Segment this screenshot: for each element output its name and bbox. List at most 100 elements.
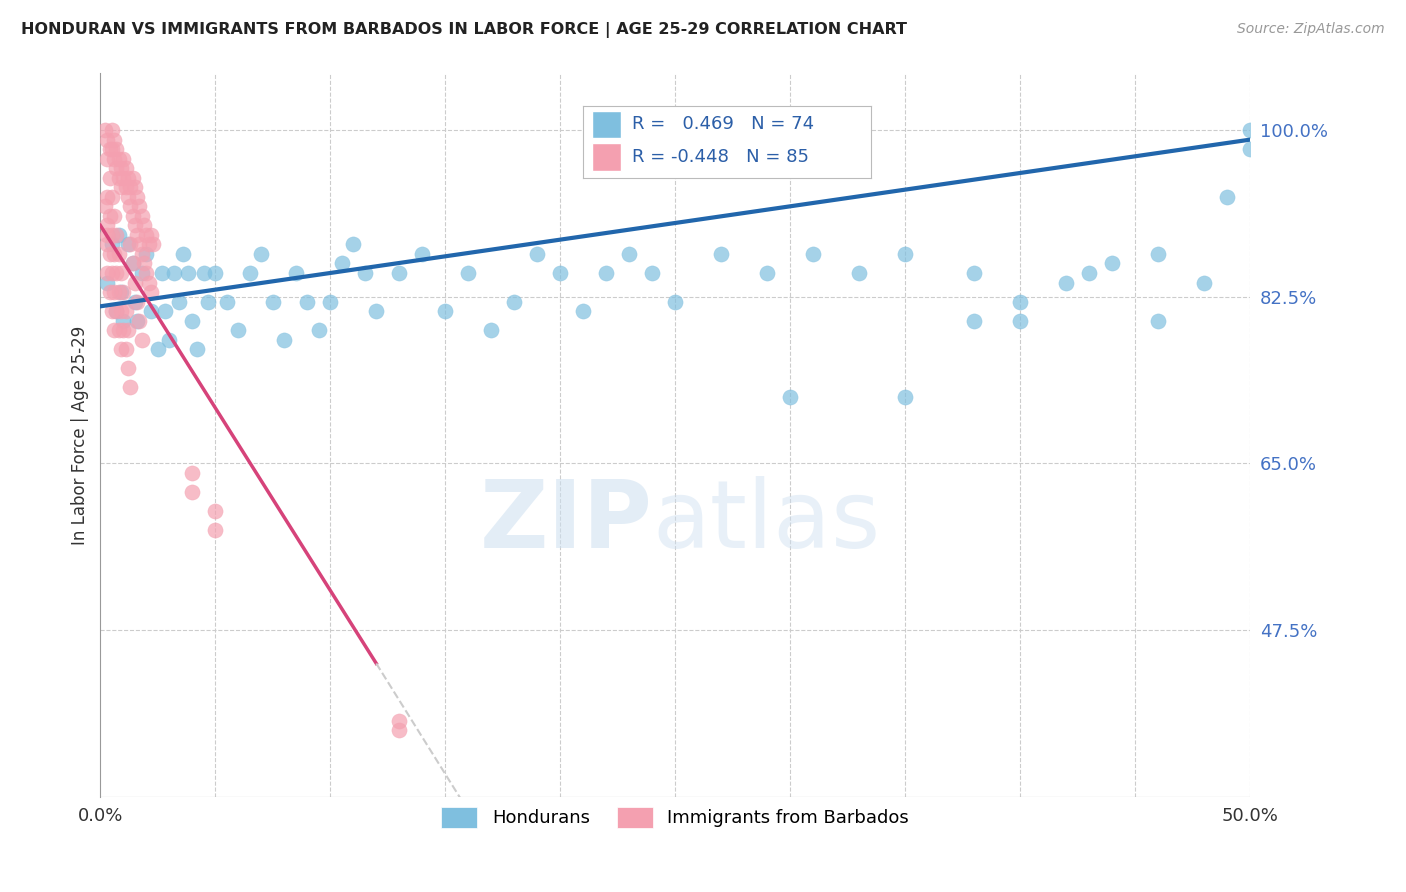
- Point: [503, 294, 526, 309]
- Point: [132, 219, 155, 233]
- Point: [105, 142, 128, 156]
- Point: [96, 276, 118, 290]
- Point: [457, 266, 479, 280]
- Point: [96, 133, 118, 147]
- Point: [110, 266, 132, 280]
- Point: [963, 313, 986, 327]
- Point: [342, 237, 364, 252]
- Point: [186, 342, 208, 356]
- Point: [101, 304, 124, 318]
- Point: [131, 333, 153, 347]
- Point: [117, 170, 139, 185]
- Point: [128, 237, 150, 252]
- Point: [388, 723, 411, 738]
- Point: [101, 266, 124, 280]
- Text: ZIP: ZIP: [479, 475, 652, 567]
- Point: [619, 247, 641, 261]
- Point: [124, 219, 146, 233]
- Point: [138, 237, 160, 252]
- Point: [664, 294, 686, 309]
- Legend: Hondurans, Immigrants from Barbados: Hondurans, Immigrants from Barbados: [434, 799, 917, 835]
- Point: [110, 180, 132, 194]
- Point: [96, 237, 118, 252]
- Point: [894, 247, 917, 261]
- Point: [120, 199, 142, 213]
- Point: [181, 485, 204, 500]
- Point: [139, 304, 162, 318]
- Point: [167, 294, 190, 309]
- Point: [98, 285, 121, 299]
- Point: [273, 333, 295, 347]
- Point: [124, 276, 146, 290]
- Point: [1010, 294, 1032, 309]
- Point: [107, 323, 129, 337]
- Point: [98, 247, 121, 261]
- Point: [135, 227, 157, 242]
- Point: [96, 227, 118, 242]
- Point: [1078, 266, 1101, 280]
- Point: [103, 152, 125, 166]
- Text: Source: ZipAtlas.com: Source: ZipAtlas.com: [1237, 22, 1385, 37]
- Point: [101, 190, 124, 204]
- Point: [139, 285, 162, 299]
- Point: [197, 294, 219, 309]
- Point: [388, 266, 411, 280]
- Point: [117, 361, 139, 376]
- Point: [756, 266, 779, 280]
- Point: [101, 123, 124, 137]
- Point: [1101, 256, 1123, 270]
- Point: [131, 266, 153, 280]
- Point: [110, 161, 132, 176]
- Point: [94, 199, 117, 213]
- Point: [779, 390, 801, 404]
- Point: [110, 304, 132, 318]
- Point: [121, 209, 143, 223]
- Point: [135, 247, 157, 261]
- Point: [96, 219, 118, 233]
- Point: [112, 170, 135, 185]
- Point: [152, 266, 174, 280]
- Point: [226, 323, 249, 337]
- Point: [127, 294, 149, 309]
- Point: [103, 285, 125, 299]
- Point: [112, 152, 135, 166]
- Point: [139, 227, 162, 242]
- Point: [204, 523, 226, 537]
- Point: [157, 333, 180, 347]
- Point: [434, 304, 457, 318]
- Point: [204, 504, 226, 518]
- Point: [135, 266, 157, 280]
- Point: [572, 304, 595, 318]
- Point: [124, 180, 146, 194]
- Point: [110, 285, 132, 299]
- Point: [801, 247, 824, 261]
- Point: [181, 313, 204, 327]
- Point: [153, 304, 176, 318]
- Point: [107, 227, 129, 242]
- Point: [388, 714, 411, 728]
- Point: [1054, 276, 1077, 290]
- Point: [117, 323, 139, 337]
- Point: [101, 237, 124, 252]
- Point: [239, 266, 262, 280]
- Point: [284, 266, 307, 280]
- Point: [138, 276, 160, 290]
- Point: [297, 294, 319, 309]
- Point: [128, 313, 150, 327]
- Point: [105, 304, 128, 318]
- Point: [112, 285, 135, 299]
- Point: [96, 152, 118, 166]
- Point: [98, 209, 121, 223]
- Point: [479, 323, 502, 337]
- Point: [105, 227, 128, 242]
- Point: [112, 323, 135, 337]
- Point: [366, 304, 388, 318]
- Point: [193, 266, 215, 280]
- Point: [98, 142, 121, 156]
- Point: [103, 323, 125, 337]
- Point: [595, 266, 617, 280]
- Point: [127, 190, 149, 204]
- Point: [142, 237, 165, 252]
- Y-axis label: In Labor Force | Age 25-29: In Labor Force | Age 25-29: [72, 326, 89, 544]
- Point: [101, 142, 124, 156]
